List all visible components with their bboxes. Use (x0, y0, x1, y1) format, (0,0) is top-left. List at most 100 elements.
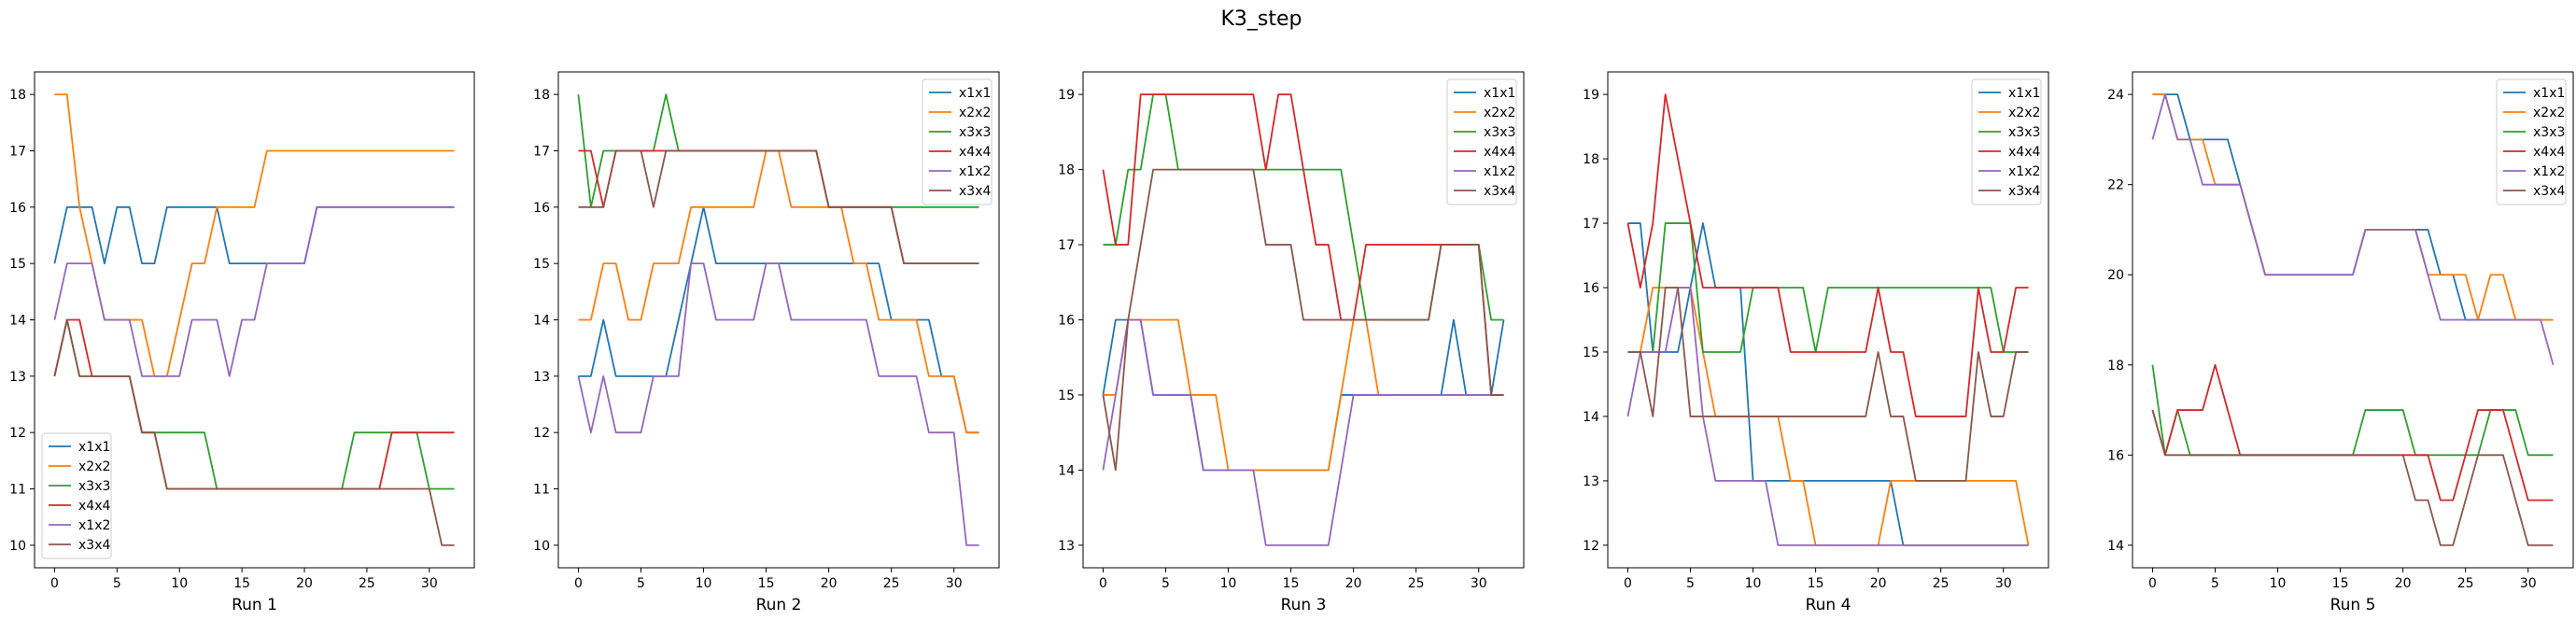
x-tick-label: 10 (171, 576, 188, 591)
x-tick-label: 30 (946, 576, 963, 591)
plot-frame (557, 71, 1000, 569)
x-tick-label: 15 (1283, 576, 1300, 591)
x-tick-label: 5 (637, 576, 645, 591)
legend-label: x2x2 (1484, 106, 1515, 120)
legend-label: x3x4 (2008, 184, 2040, 199)
legend-box (922, 78, 992, 205)
legend-label: x4x4 (1484, 145, 1515, 160)
legend-label: x3x3 (78, 479, 110, 494)
legend: x1x1 x2x2 x3x3 x4x4 x1x2 x3x4 (2496, 78, 2567, 205)
y-tick-label: 12 (533, 426, 550, 441)
legend-label: x1x2 (959, 164, 991, 179)
y-tick-label: 19 (1058, 88, 1075, 103)
legend-label: x2x2 (2008, 106, 2040, 120)
legend: x1x1 x2x2 x3x3 x4x4 x1x2 x3x4 (1971, 78, 2042, 205)
y-tick-label: 18 (9, 88, 26, 103)
legend-label: x4x4 (959, 145, 991, 160)
y-tick-label: 13 (9, 370, 26, 385)
legend-label: x3x3 (2533, 125, 2565, 140)
x-tick-label: 15 (1808, 576, 1824, 591)
x-tick-label: 10 (1220, 576, 1237, 591)
legend-box (41, 432, 112, 559)
x-tick-label: 0 (1099, 576, 1107, 591)
subplot-4: 0 5 10 15 20 25 30 12 13 14 15 16 17 18 19 Run 4 x1x1 x2x… (1583, 71, 2049, 614)
y-tick-label: 15 (1058, 388, 1075, 403)
x-tick-label: 0 (50, 576, 59, 591)
x-tick-label: 30 (1995, 576, 2012, 591)
y-tick-label: 20 (2107, 268, 2124, 283)
legend-label: x1x1 (2008, 86, 2040, 101)
y-tick-label: 18 (1583, 152, 1599, 167)
legend-label: x1x1 (1484, 86, 1515, 101)
y-tick-label: 10 (533, 539, 550, 554)
legend: x1x1 x2x2 x3x3 x4x4 x1x2 x3x4 (922, 78, 992, 205)
x-tick-label: 25 (359, 576, 375, 591)
x-tick-label: 30 (2520, 576, 2537, 591)
x-tick-label: 20 (2395, 576, 2412, 591)
x-axis-title: Run 3 (1281, 596, 1327, 614)
y-tick-label: 17 (1058, 238, 1075, 253)
x-tick-label: 10 (696, 576, 712, 591)
legend-label: x1x2 (78, 518, 110, 533)
x-tick-label: 25 (1933, 576, 1950, 591)
series-line-x3x4 (2151, 409, 2554, 546)
figure-title: K3_step (1220, 7, 1302, 31)
legend-label: x1x1 (78, 440, 110, 455)
legend-label: x3x3 (2008, 125, 2040, 140)
y-tick-label: 12 (1583, 539, 1599, 554)
series-line-x1x2 (2151, 93, 2555, 366)
subplot-5: 0 5 10 15 20 25 30 14 16 18 20 22 24 Run 5 x1x1 x2x2 x3x… (2107, 71, 2574, 614)
legend-label: x4x4 (2008, 145, 2040, 160)
series-line-x1x2 (1626, 287, 2029, 546)
legend-box (2496, 78, 2567, 205)
y-tick-label: 14 (533, 314, 550, 329)
plot-frame (2132, 71, 2574, 569)
y-tick-label: 15 (533, 257, 550, 272)
plot-frame (1082, 71, 1525, 569)
legend-label: x3x3 (959, 125, 991, 140)
legend-label: x3x3 (1484, 125, 1515, 140)
legend-label: x2x2 (78, 459, 110, 474)
y-tick-label: 18 (1058, 163, 1075, 178)
y-tick-label: 14 (1058, 463, 1075, 478)
x-axis-title: Run 2 (756, 596, 802, 614)
y-tick-label: 14 (9, 314, 26, 329)
x-tick-label: 5 (1686, 576, 1695, 591)
y-tick-label: 22 (2107, 178, 2124, 193)
x-tick-label: 0 (1624, 576, 1632, 591)
legend-label: x1x1 (2533, 86, 2565, 101)
x-axis-title: Run 1 (232, 596, 277, 614)
x-tick-label: 20 (821, 576, 838, 591)
x-tick-label: 0 (574, 576, 583, 591)
x-tick-label: 25 (2457, 576, 2474, 591)
x-tick-label: 20 (1345, 576, 1362, 591)
y-tick-label: 15 (1583, 346, 1599, 360)
series-line-x4x4 (1102, 93, 1504, 396)
legend-label: x4x4 (2533, 145, 2565, 160)
x-tick-label: 20 (296, 576, 313, 591)
y-tick-label: 16 (1058, 314, 1075, 329)
series-line-x4x4 (1626, 93, 2029, 417)
y-tick-label: 17 (9, 144, 26, 159)
y-tick-label: 18 (533, 88, 550, 103)
x-tick-label: 0 (2148, 576, 2157, 591)
legend-label: x2x2 (2533, 106, 2565, 120)
legend: x1x1 x2x2 x3x3 x4x4 x1x2 x3x4 (41, 432, 112, 559)
legend-box (1971, 78, 2042, 205)
y-tick-label: 16 (533, 201, 550, 216)
y-tick-label: 16 (9, 201, 26, 216)
y-tick-label: 15 (9, 257, 26, 272)
x-tick-label: 15 (233, 576, 250, 591)
legend-label: x3x4 (959, 184, 991, 199)
series-line-x3x4 (53, 318, 455, 546)
y-tick-label: 13 (1583, 474, 1599, 489)
x-tick-label: 15 (2332, 576, 2349, 591)
series-line-x3x4 (1627, 287, 2029, 482)
x-tick-label: 30 (421, 576, 438, 591)
series-line-x1x2 (577, 262, 979, 546)
y-tick-label: 16 (1583, 281, 1599, 296)
legend-label: x1x2 (2008, 164, 2040, 179)
legend: x1x1 x2x2 x3x3 x4x4 x1x2 x3x4 (1446, 78, 1517, 205)
